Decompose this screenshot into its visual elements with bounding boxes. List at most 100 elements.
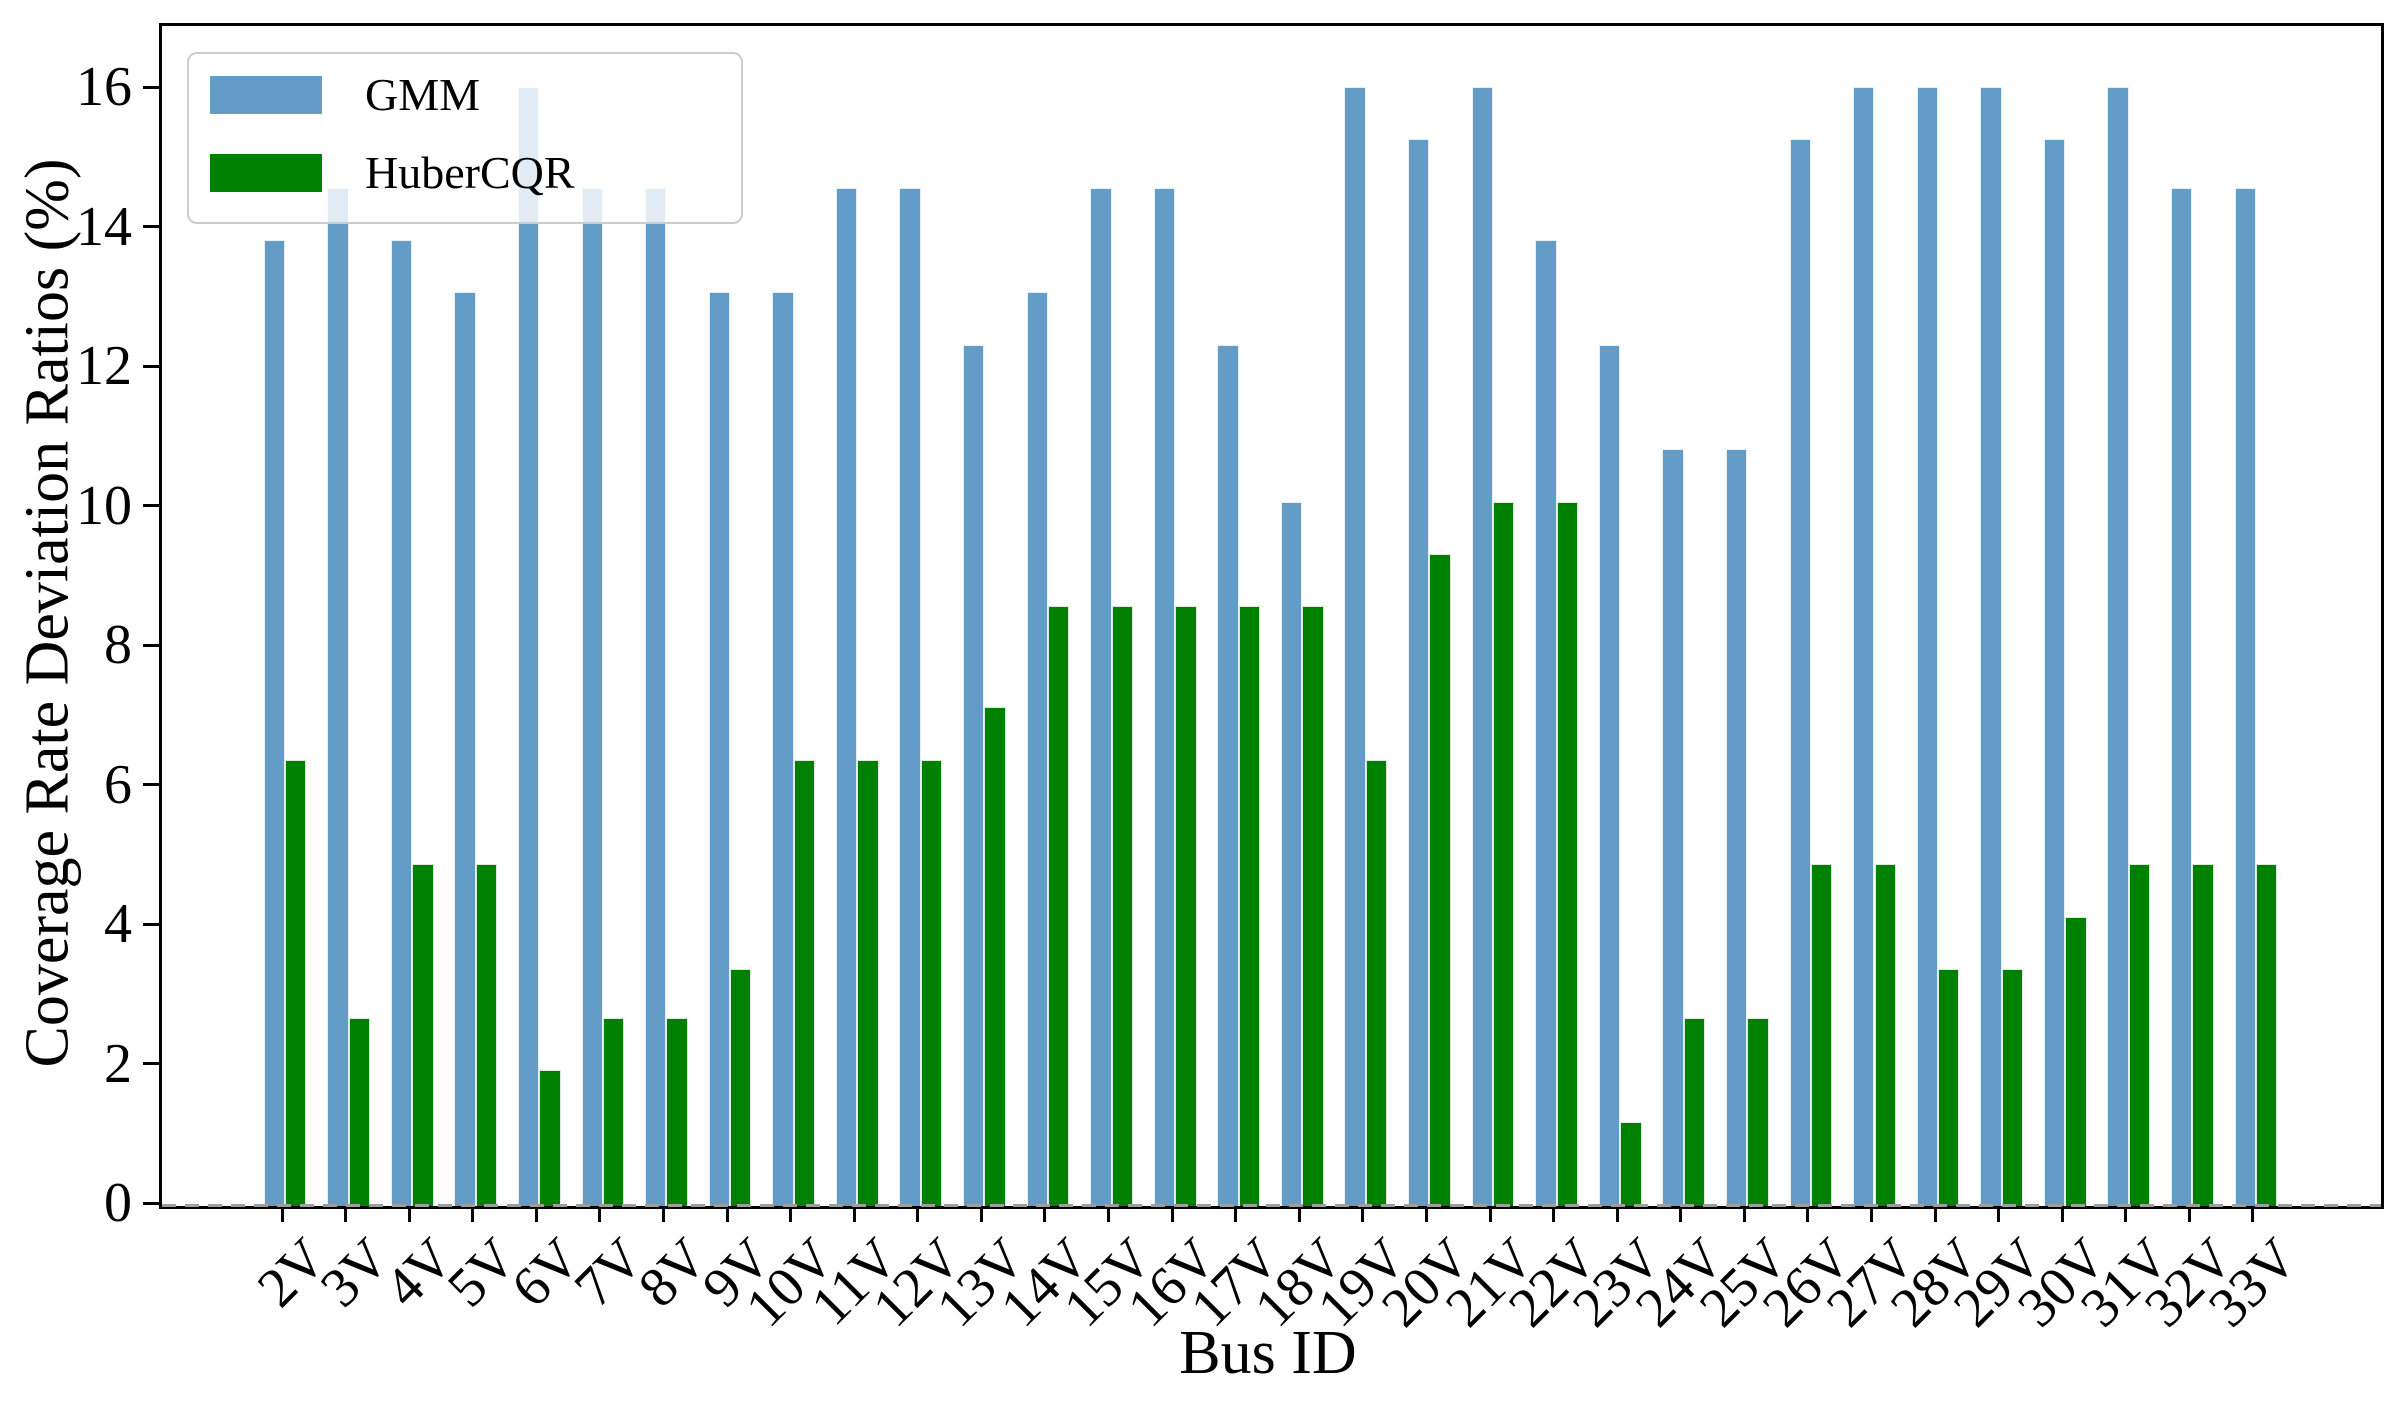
x-tick-mark-5V	[471, 1206, 475, 1222]
bar-hubercqr-21V	[1493, 501, 1515, 1206]
bar-gmm-8V	[645, 187, 667, 1206]
bar-hubercqr-20V	[1429, 553, 1451, 1206]
bar-gmm-25V	[1725, 449, 1748, 1206]
plot-area	[159, 23, 2384, 1209]
bar-hubercqr-33V	[2255, 864, 2278, 1206]
bar-gmm-23V	[1598, 344, 1621, 1206]
x-tick-mark-23V	[1615, 1206, 1619, 1222]
bar-gmm-26V	[1789, 138, 1811, 1206]
bar-gmm-19V	[1344, 86, 1366, 1206]
bar-gmm-18V	[1280, 501, 1303, 1206]
y-tick-label-16: 16	[76, 56, 132, 119]
y-tick-mark-0	[143, 1201, 159, 1205]
bar-hubercqr-30V	[2065, 916, 2087, 1206]
x-tick-mark-13V	[979, 1206, 983, 1222]
x-tick-mark-29V	[1997, 1206, 2001, 1222]
bar-hubercqr-15V	[1111, 606, 1133, 1206]
bar-hubercqr-8V	[666, 1017, 688, 1206]
bar-gmm-20V	[1408, 138, 1430, 1206]
bar-hubercqr-2V	[285, 759, 307, 1206]
x-tick-mark-3V	[344, 1206, 348, 1222]
bar-gmm-6V	[517, 86, 540, 1206]
bar-gmm-16V	[1153, 187, 1176, 1206]
y-tick-mark-8	[143, 643, 159, 647]
y-tick-mark-14	[143, 225, 159, 229]
legend-item-hubercqr: HuberCQR	[210, 147, 575, 198]
x-tick-mark-16V	[1170, 1206, 1174, 1222]
bar-hubercqr-9V	[730, 968, 752, 1206]
bar-hubercqr-29V	[2001, 968, 2024, 1206]
x-tick-mark-27V	[1870, 1206, 1873, 1222]
y-tick-label-12: 12	[76, 335, 132, 398]
bar-hubercqr-24V	[1683, 1017, 1706, 1206]
bar-hubercqr-17V	[1238, 606, 1261, 1206]
bar-hubercqr-27V	[1874, 864, 1896, 1206]
x-tick-mark-24V	[1679, 1206, 1683, 1222]
bar-gmm-29V	[1980, 86, 2002, 1206]
bar-hubercqr-25V	[1747, 1017, 1769, 1206]
legend: GMM HuberCQR	[187, 52, 743, 224]
bar-hubercqr-22V	[1556, 501, 1578, 1206]
x-tick-mark-21V	[1488, 1206, 1492, 1222]
x-tick-mark-22V	[1552, 1206, 1556, 1222]
bar-hubercqr-26V	[1810, 864, 1833, 1206]
bar-hubercqr-32V	[2192, 864, 2214, 1206]
legend-label-gmm: GMM	[365, 69, 481, 120]
bar-hubercqr-3V	[348, 1017, 370, 1206]
x-tick-mark-20V	[1424, 1206, 1428, 1222]
bar-gmm-13V	[962, 344, 985, 1206]
bar-hubercqr-23V	[1620, 1122, 1642, 1206]
x-tick-mark-26V	[1806, 1206, 1810, 1222]
x-tick-mark-31V	[2124, 1206, 2128, 1222]
y-tick-mark-6	[143, 783, 159, 787]
x-tick-mark-9V	[725, 1206, 729, 1222]
bar-gmm-11V	[835, 187, 858, 1206]
bar-gmm-33V	[2234, 187, 2256, 1206]
bar-gmm-32V	[2171, 187, 2193, 1206]
y-tick-label-10: 10	[76, 474, 132, 537]
bar-gmm-7V	[581, 187, 603, 1206]
bar-hubercqr-18V	[1302, 606, 1324, 1206]
x-tick-mark-30V	[2060, 1206, 2064, 1222]
x-tick-mark-10V	[789, 1206, 793, 1222]
y-tick-label-14: 14	[76, 195, 132, 258]
x-tick-mark-25V	[1742, 1206, 1746, 1222]
y-tick-mark-4	[143, 922, 159, 926]
bar-gmm-17V	[1217, 344, 1239, 1206]
bar-gmm-14V	[1026, 292, 1048, 1206]
bar-gmm-24V	[1662, 449, 1684, 1206]
x-tick-mark-19V	[1361, 1206, 1365, 1222]
bar-gmm-10V	[772, 292, 794, 1206]
bar-hubercqr-16V	[1175, 606, 1197, 1206]
y-tick-label-6: 6	[104, 753, 132, 816]
x-tick-mark-7V	[598, 1206, 602, 1222]
bar-gmm-22V	[1535, 240, 1557, 1206]
bar-hubercqr-12V	[920, 759, 943, 1206]
legend-item-gmm: GMM	[210, 69, 481, 120]
x-tick-mark-28V	[1933, 1206, 1937, 1222]
legend-swatch-gmm	[210, 76, 322, 114]
bar-hubercqr-10V	[793, 759, 816, 1206]
y-tick-label-4: 4	[104, 893, 132, 956]
bar-gmm-3V	[327, 187, 349, 1206]
bar-gmm-21V	[1471, 86, 1493, 1206]
y-tick-label-2: 2	[104, 1032, 132, 1095]
legend-label-hubercqr: HuberCQR	[365, 147, 575, 198]
x-tick-mark-14V	[1043, 1206, 1047, 1222]
y-tick-mark-2	[143, 1062, 159, 1066]
x-tick-mark-4V	[407, 1206, 411, 1222]
bar-hubercqr-5V	[475, 864, 498, 1206]
bar-gmm-28V	[1916, 86, 1939, 1206]
x-tick-mark-18V	[1297, 1206, 1301, 1222]
x-tick-mark-2V	[280, 1206, 284, 1222]
bar-gmm-9V	[708, 292, 731, 1206]
bar-hubercqr-7V	[602, 1017, 625, 1206]
x-tick-mark-12V	[916, 1206, 920, 1222]
x-tick-mark-8V	[661, 1206, 665, 1222]
x-tick-mark-33V	[2251, 1206, 2255, 1222]
y-tick-label-0: 0	[104, 1172, 132, 1234]
bar-gmm-30V	[2043, 138, 2066, 1206]
bar-hubercqr-19V	[1365, 759, 1388, 1206]
y-tick-mark-16	[143, 85, 159, 89]
